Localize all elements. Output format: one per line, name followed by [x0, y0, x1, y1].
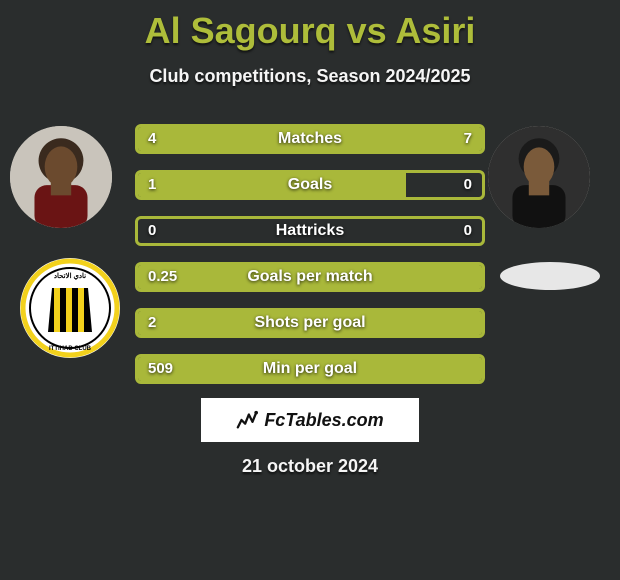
stat-bar: 0.25Goals per match [135, 262, 485, 292]
stat-value-right: 0 [454, 173, 482, 197]
page-title: Al Sagourq vs Asiri [0, 0, 620, 52]
fctables-logo-icon [236, 409, 258, 431]
date-label: 21 october 2024 [0, 456, 620, 477]
stat-bar-fill-right [262, 127, 482, 151]
stat-label: Hattricks [138, 219, 482, 243]
stat-bar: 10Goals [135, 170, 485, 200]
svg-text:ITTIHAD CLUB: ITTIHAD CLUB [49, 346, 92, 352]
club-right-oval [500, 262, 600, 290]
stat-bar: 47Matches [135, 124, 485, 154]
stat-bar-fill-left [138, 265, 482, 289]
player-right-avatar [488, 126, 590, 228]
stat-bar: 2Shots per goal [135, 308, 485, 338]
comparison-panel: نادي الاتحاد ITTIHAD CLUB 47Matches 10Goa… [0, 110, 620, 580]
ittihad-badge-icon: نادي الاتحاد ITTIHAD CLUB [20, 258, 120, 358]
svg-text:نادي الاتحاد: نادي الاتحاد [54, 272, 86, 281]
stat-bar-fill-left [138, 311, 482, 335]
club-left-badge: نادي الاتحاد ITTIHAD CLUB [20, 258, 120, 358]
stat-value-left: 0 [138, 219, 166, 243]
brand-box[interactable]: FcTables.com [201, 398, 419, 442]
player-left-avatar [10, 126, 112, 228]
stat-bar: 0 0Hattricks [135, 216, 485, 246]
stat-bars: 47Matches10Goals00Hattricks0.25Goals per… [135, 124, 485, 400]
stat-bar-fill-left [138, 357, 482, 381]
stat-bar-fill-left [138, 173, 406, 197]
player-left-silhouette-icon [10, 126, 112, 228]
stat-bar: 509Min per goal [135, 354, 485, 384]
stat-value-right: 0 [454, 219, 482, 243]
stat-bar-fill-left [138, 127, 262, 151]
page-subtitle: Club competitions, Season 2024/2025 [0, 66, 620, 87]
brand-label: FcTables.com [264, 410, 383, 431]
player-right-silhouette-icon [488, 126, 590, 228]
